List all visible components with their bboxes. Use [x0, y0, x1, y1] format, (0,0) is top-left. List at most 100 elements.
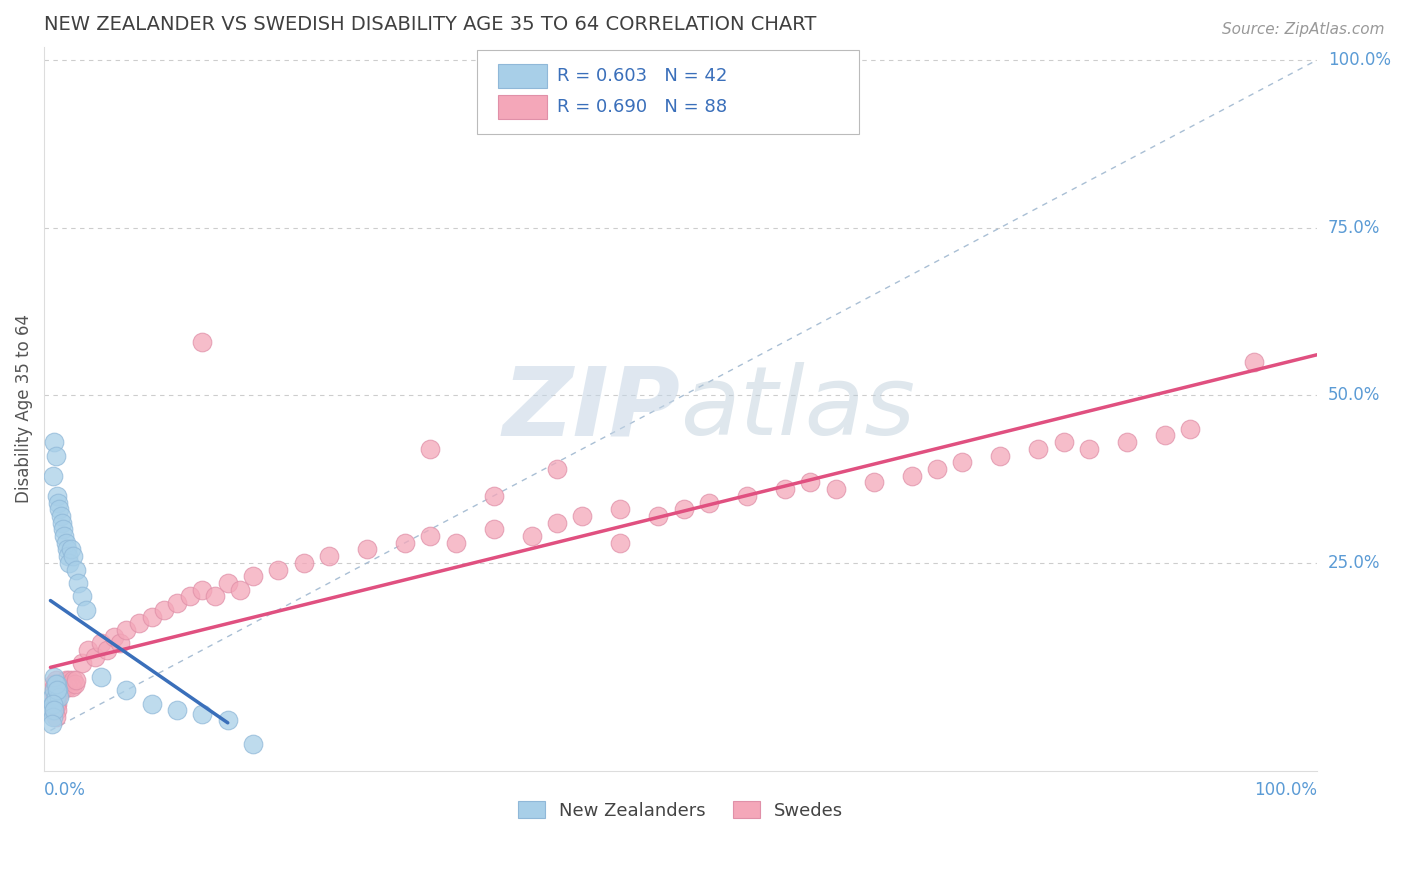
Point	[153, 603, 176, 617]
Point	[90, 670, 112, 684]
Point	[45, 703, 67, 717]
Point	[44, 683, 66, 698]
Point	[42, 697, 65, 711]
Point	[546, 516, 568, 530]
Point	[48, 690, 70, 704]
Point	[83, 649, 105, 664]
Point	[52, 522, 75, 536]
Point	[59, 676, 82, 690]
Point	[862, 475, 884, 490]
Point	[166, 596, 188, 610]
Point	[419, 442, 441, 456]
Point	[1052, 435, 1074, 450]
Point	[900, 468, 922, 483]
Text: 0.0%: 0.0%	[44, 780, 86, 798]
Text: R = 0.603   N = 42: R = 0.603 N = 42	[557, 67, 727, 85]
Point	[1026, 442, 1049, 456]
Point	[42, 468, 65, 483]
Point	[44, 703, 66, 717]
Point	[191, 706, 214, 721]
Point	[56, 549, 79, 564]
Point	[59, 542, 82, 557]
Point	[217, 576, 239, 591]
Point	[292, 556, 315, 570]
Point	[41, 716, 63, 731]
Point	[191, 334, 214, 349]
Point	[799, 475, 821, 490]
Text: ZIP: ZIP	[502, 362, 681, 455]
Text: 75.0%: 75.0%	[1329, 219, 1381, 236]
Point	[444, 535, 467, 549]
Point	[42, 710, 65, 724]
Point	[42, 697, 65, 711]
Point	[672, 502, 695, 516]
Point	[67, 576, 90, 591]
Point	[217, 714, 239, 728]
Text: 25.0%: 25.0%	[1329, 554, 1381, 572]
Point	[53, 529, 76, 543]
Point	[41, 683, 63, 698]
Point	[44, 435, 66, 450]
Point	[1077, 442, 1099, 456]
Point	[242, 737, 264, 751]
Point	[773, 482, 796, 496]
Text: NEW ZEALANDER VS SWEDISH DISABILITY AGE 35 TO 64 CORRELATION CHART: NEW ZEALANDER VS SWEDISH DISABILITY AGE …	[44, 15, 817, 34]
Point	[44, 703, 66, 717]
Point	[41, 690, 63, 704]
Point	[44, 697, 66, 711]
Point	[62, 549, 84, 564]
FancyBboxPatch shape	[499, 95, 547, 119]
Point	[115, 683, 138, 698]
Point	[824, 482, 846, 496]
Point	[44, 697, 66, 711]
Point	[49, 508, 72, 523]
Text: 100.0%: 100.0%	[1329, 51, 1391, 69]
Point	[229, 582, 252, 597]
Point	[128, 616, 150, 631]
Point	[141, 697, 163, 711]
Point	[41, 697, 63, 711]
Point	[70, 590, 93, 604]
Point	[56, 542, 79, 557]
Point	[108, 636, 131, 650]
Legend: New Zealanders, Swedes: New Zealanders, Swedes	[510, 794, 851, 827]
Point	[58, 556, 80, 570]
Point	[44, 673, 66, 688]
Point	[141, 609, 163, 624]
Point	[62, 673, 84, 688]
Point	[55, 535, 77, 549]
Text: R = 0.690   N = 88: R = 0.690 N = 88	[557, 98, 727, 116]
Point	[46, 495, 69, 509]
Point	[53, 680, 76, 694]
Text: 50.0%: 50.0%	[1329, 386, 1381, 404]
Point	[735, 489, 758, 503]
Point	[45, 683, 67, 698]
Point	[51, 516, 73, 530]
Point	[419, 529, 441, 543]
Point	[394, 535, 416, 549]
Point	[44, 670, 66, 684]
Point	[318, 549, 340, 564]
Point	[482, 489, 505, 503]
Point	[242, 569, 264, 583]
Point	[609, 535, 631, 549]
Point	[45, 489, 67, 503]
Text: 100.0%: 100.0%	[1254, 780, 1317, 798]
Point	[267, 563, 290, 577]
Point	[46, 683, 69, 698]
Point	[55, 673, 77, 688]
Point	[77, 643, 100, 657]
Point	[191, 582, 214, 597]
Point	[1243, 355, 1265, 369]
Text: atlas: atlas	[681, 362, 915, 455]
Point	[56, 676, 79, 690]
Point	[45, 697, 67, 711]
Point	[179, 590, 201, 604]
Point	[44, 690, 66, 704]
Point	[44, 680, 66, 694]
Point	[1116, 435, 1139, 450]
Point	[51, 683, 73, 698]
Point	[63, 676, 86, 690]
Point	[44, 703, 66, 717]
Point	[115, 623, 138, 637]
